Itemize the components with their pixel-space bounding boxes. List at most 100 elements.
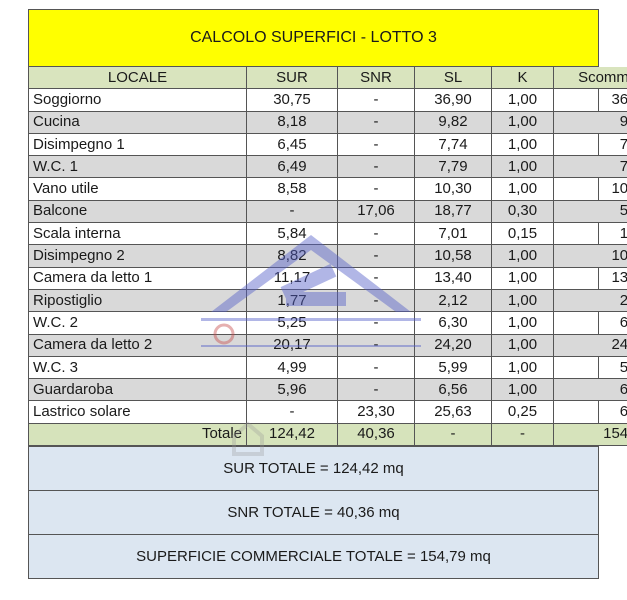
cell-sur: 8,18 — [246, 110, 338, 134]
cell-sur: 6,49 — [246, 155, 338, 179]
cell-sl: 7,74 — [414, 132, 492, 157]
cell-snr: 23,30 — [337, 400, 415, 424]
table-row: W.C. 34,99-5,991,005,99 — [29, 355, 627, 380]
cell-k: 1,00 — [491, 378, 554, 402]
cell-k: 0,15 — [491, 222, 554, 246]
cell-scomm: 10,30 — [553, 177, 627, 201]
column-header-locale: LOCALE — [29, 67, 247, 90]
cell-scomm: 2,12 — [553, 288, 627, 313]
column-header-sl: SL — [414, 67, 492, 90]
cell-sur: 8,82 — [246, 244, 338, 268]
cell-sur: 5,96 — [246, 378, 338, 402]
cell-k: 1,00 — [491, 311, 554, 335]
cell-k: 1,00 — [491, 244, 554, 268]
cell-scomm: 5,63 — [553, 199, 627, 224]
cell-k: 1,00 — [491, 177, 554, 201]
cell-locale: W.C. 1 — [29, 155, 247, 179]
cell-snr: - — [337, 355, 415, 380]
cell-snr: 40,36 — [337, 422, 415, 447]
cell-locale: W.C. 3 — [29, 355, 247, 380]
cell-snr: 17,06 — [337, 199, 415, 224]
cell-sl: 25,63 — [414, 400, 492, 424]
cell-scomm: 7,74 — [553, 132, 627, 157]
surface-calculation-table: CALCOLO SUPERFICI - LOTTO 3 LOCALE SUR SNR… — [28, 9, 627, 580]
table-row: W.C. 16,49-7,791,007,79 — [29, 155, 627, 179]
cell-locale: Camera da letto 1 — [29, 266, 247, 290]
cell-sl: - — [414, 422, 492, 447]
cell-scomm: 6,30 — [553, 311, 627, 335]
cell-sl: 10,30 — [414, 177, 492, 201]
cell-snr: - — [337, 132, 415, 157]
cell-scomm: 24,20 — [553, 333, 627, 357]
cell-locale: Guardaroba — [29, 378, 247, 402]
cell-sl: 6,30 — [414, 311, 492, 335]
cell-scomm: 6,56 — [553, 378, 627, 402]
header-row: LOCALE SUR SNR SL K Scomm — [29, 67, 627, 90]
cell-locale: Camera da letto 2 — [29, 333, 247, 357]
snr-total-box: SNR TOTALE = 40,36 mq — [29, 490, 598, 535]
cell-locale: Totale — [29, 422, 247, 447]
rooms-table: LOCALE SUR SNR SL K Scomm Soggiorno 30,75-36,9… — [29, 67, 627, 447]
cell-scomm: 9,82 — [553, 110, 627, 134]
cell-k: 1,00 — [491, 333, 554, 357]
cell-snr: - — [337, 333, 415, 357]
cell-k: 0,30 — [491, 199, 554, 224]
cell-locale: W.C. 2 — [29, 311, 247, 335]
cell-sl: 36,90 — [414, 88, 492, 112]
cell-sur: 6,45 — [246, 132, 338, 157]
cell-snr: - — [337, 288, 415, 313]
cell-locale: Lastrico solare — [29, 400, 247, 424]
cell-scomm: 7,79 — [553, 155, 627, 179]
table-title: CALCOLO SUPERFICI - LOTTO 3 — [29, 10, 598, 67]
cell-scomm: 36,90 — [553, 88, 627, 112]
cell-locale: Ripostiglio — [29, 288, 247, 313]
cell-sl: 6,56 — [414, 378, 492, 402]
cell-k: 1,00 — [491, 132, 554, 157]
column-header-sur: SUR — [246, 67, 338, 90]
cell-locale: Scala interna — [29, 222, 247, 246]
cell-sl: 9,82 — [414, 110, 492, 134]
cell-sur: - — [246, 400, 338, 424]
cell-sl: 18,77 — [414, 199, 492, 224]
cell-scomm: 1,05 — [553, 222, 627, 246]
cell-scomm: 154,79 — [553, 422, 627, 447]
cell-sl: 2,12 — [414, 288, 492, 313]
cell-snr: - — [337, 311, 415, 335]
cell-sur: 5,84 — [246, 222, 338, 246]
cell-snr: - — [337, 378, 415, 402]
cell-sur: 8,58 — [246, 177, 338, 201]
column-header-snr: SNR — [337, 67, 415, 90]
cell-k: 1,00 — [491, 355, 554, 380]
cell-sl: 10,58 — [414, 244, 492, 268]
cell-k: 1,00 — [491, 155, 554, 179]
cell-sur: - — [246, 199, 338, 224]
cell-locale: Balcone — [29, 199, 247, 224]
cell-snr: - — [337, 88, 415, 112]
commercial-total-box: SUPERFICIE COMMERCIALE TOTALE = 154,79 m… — [29, 534, 598, 579]
cell-sl: 24,20 — [414, 333, 492, 357]
cell-snr: - — [337, 110, 415, 134]
cell-k: - — [491, 422, 554, 447]
cell-k: 1,00 — [491, 288, 554, 313]
cell-sur: 30,75 — [246, 88, 338, 112]
cell-sur: 5,25 — [246, 311, 338, 335]
cell-locale: Disimpegno 1 — [29, 132, 247, 157]
table-row: Disimpegno 16,45-7,741,007,74 — [29, 132, 627, 157]
cell-snr: - — [337, 155, 415, 179]
cell-locale: Vano utile — [29, 177, 247, 201]
cell-locale: Disimpegno 2 — [29, 244, 247, 268]
cell-snr: - — [337, 244, 415, 268]
sur-total-box: SUR TOTALE = 124,42 mq — [29, 446, 598, 491]
cell-sur: 1,77 — [246, 288, 338, 313]
cell-sl: 5,99 — [414, 355, 492, 380]
